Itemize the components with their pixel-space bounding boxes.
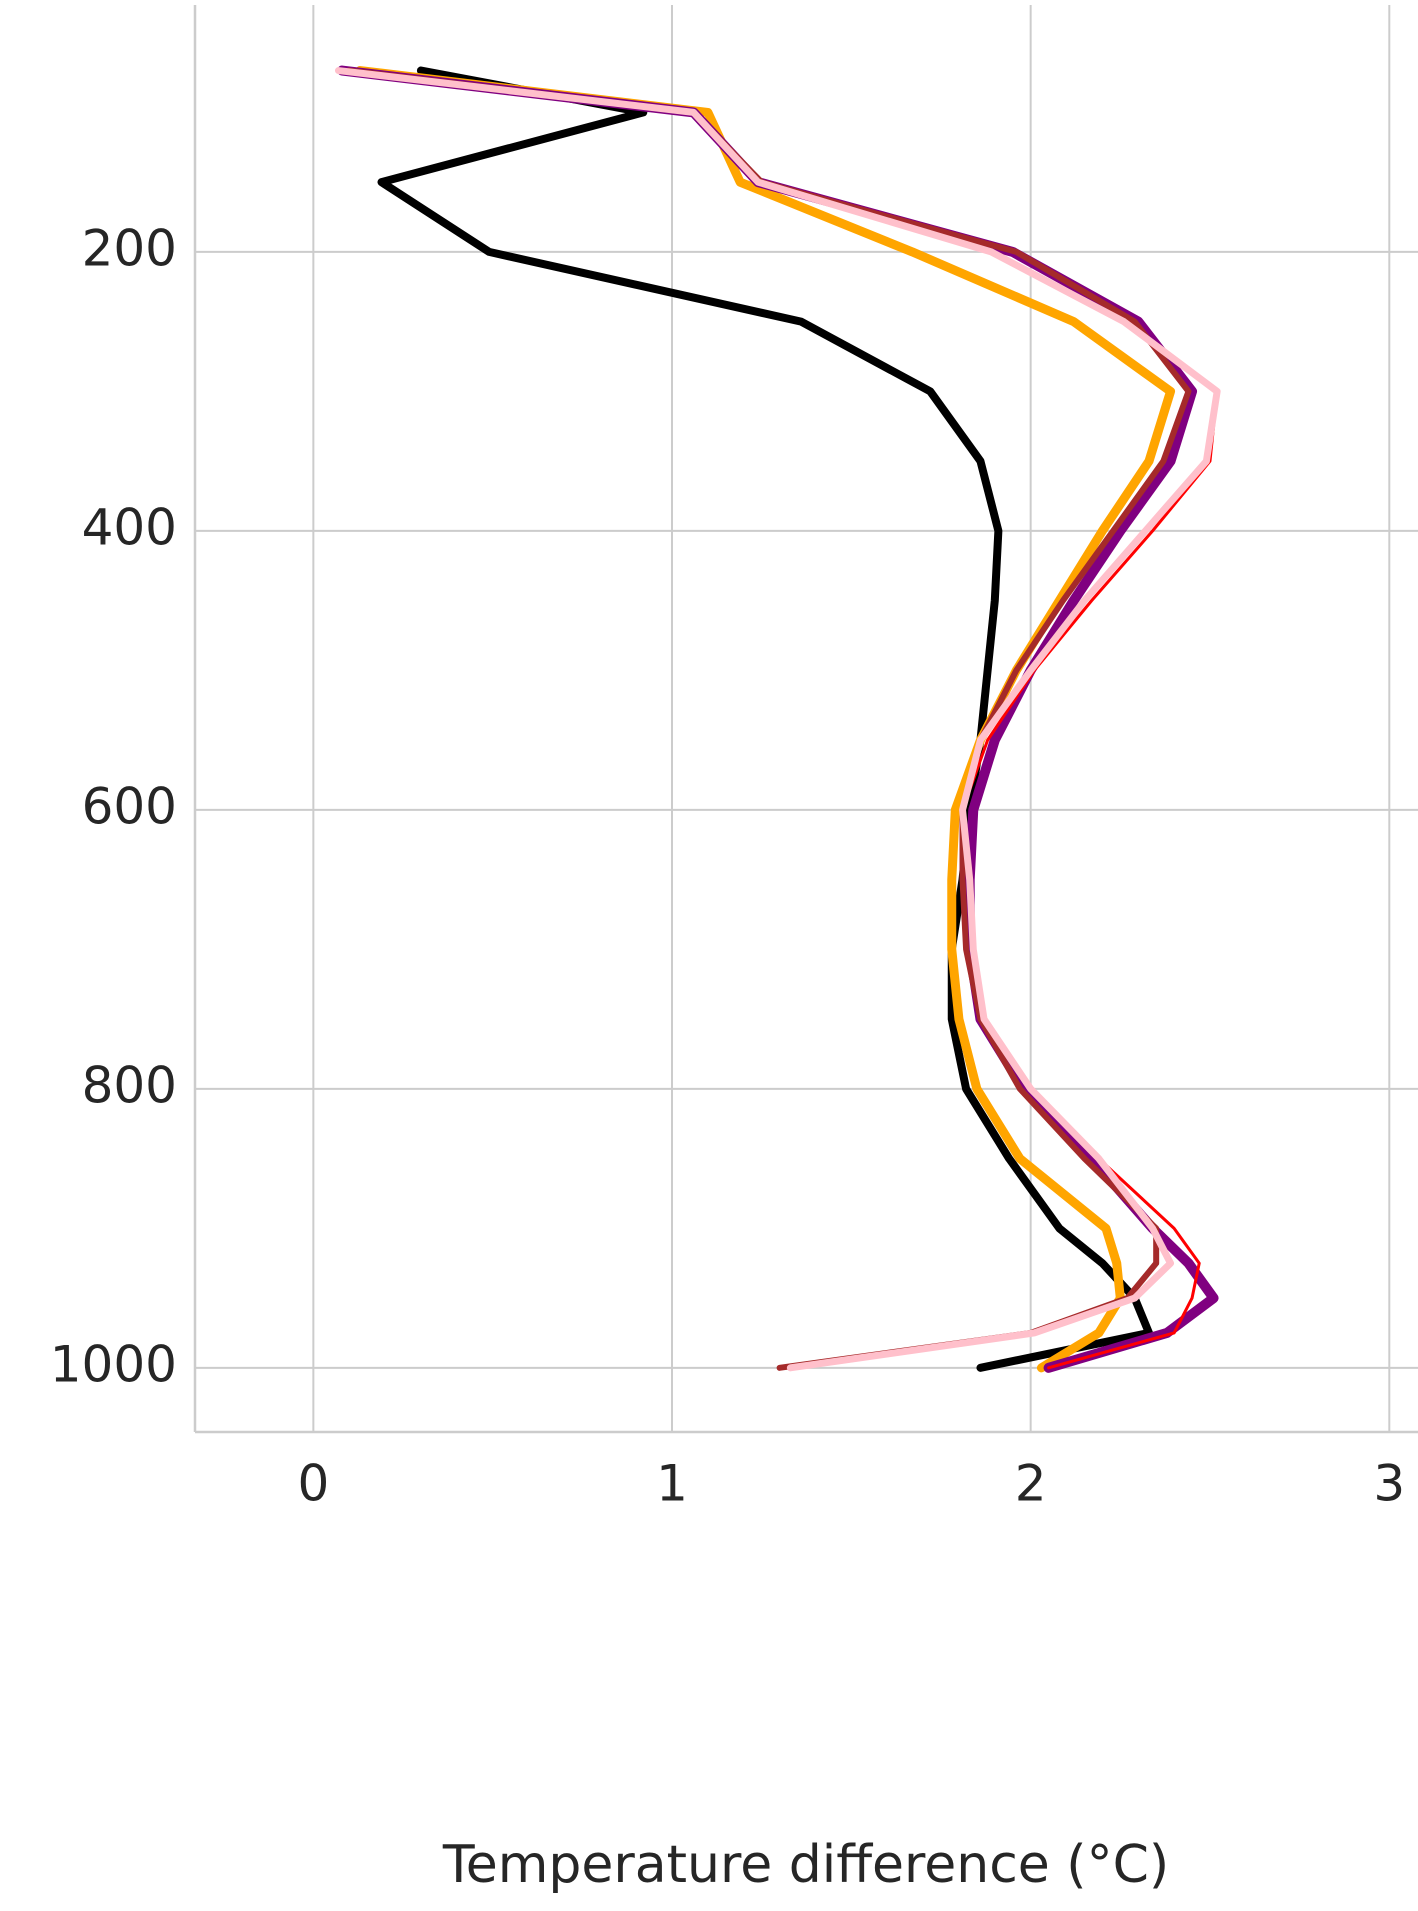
profile-line [337, 65, 1219, 1373]
x-tick-label: 1 [656, 1455, 688, 1513]
lines [334, 65, 1221, 1373]
profile-line [346, 67, 1192, 1371]
y-tick-label: 200 [82, 219, 177, 277]
profile-line [334, 67, 1221, 1372]
y-tick-label: 800 [82, 1056, 177, 1114]
x-tick-label: 2 [1015, 1455, 1047, 1513]
grid: 0 1 2 3 200 400 600 800 1000 [50, 5, 1418, 1513]
y-tick-label: 400 [82, 498, 177, 556]
profile-line [336, 69, 1219, 1370]
x-axis-label: Temperature difference (°C) [442, 1835, 1169, 1895]
profile-line [355, 66, 1176, 1373]
x-tick-label: 0 [297, 1455, 329, 1513]
y-tick-label: 1000 [50, 1335, 177, 1393]
x-tick-label: 3 [1373, 1455, 1405, 1513]
y-tick-label: 600 [82, 777, 177, 835]
